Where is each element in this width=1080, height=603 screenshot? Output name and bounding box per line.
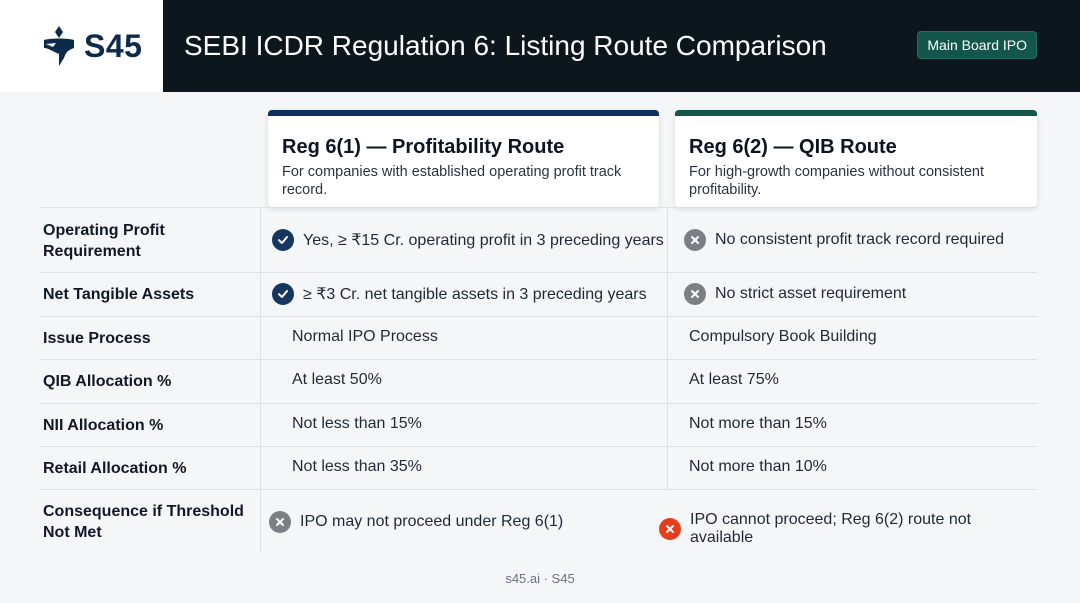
- table-row: NII Allocation % Not less than 15% Not m…: [40, 403, 1037, 446]
- reg61-cell: Normal IPO Process: [292, 328, 438, 346]
- brand: S45: [0, 0, 163, 92]
- x-icon: [684, 229, 706, 251]
- table-row: Net Tangible Assets ≥ ₹3 Cr. net tangibl…: [40, 272, 1037, 316]
- cell-text: IPO may not proceed under Reg 6(1): [300, 513, 564, 530]
- brand-name: S45: [84, 27, 143, 64]
- check-icon: [272, 283, 294, 305]
- cell-text: IPO cannot proceed; Reg 6(2) route not a…: [690, 511, 972, 546]
- x-icon: [269, 511, 291, 533]
- reg62-cell: Compulsory Book Building: [689, 328, 877, 346]
- cell-text: ≥ ₹3 Cr. net tangible assets in 3 preced…: [303, 286, 647, 303]
- route-description: For high-growth companies without consis…: [689, 164, 984, 198]
- route-title: Reg 6(1) — Profitability Route: [282, 136, 565, 158]
- cell-text: Compulsory Book Building: [689, 328, 877, 345]
- row-label: Operating Profit Requirement: [43, 222, 165, 260]
- table-row: Consequence if Threshold Not Met IPO may…: [40, 489, 1037, 553]
- cell-text: Not less than 35%: [292, 458, 422, 475]
- table-row: Issue Process Normal IPO Process Compuls…: [40, 316, 1037, 359]
- table-row: QIB Allocation % At least 50% At least 7…: [40, 359, 1037, 403]
- row-label: NII Allocation %: [43, 417, 164, 434]
- reg62-cell: At least 75%: [689, 371, 779, 389]
- reg62-cell: IPO cannot proceed; Reg 6(2) route not a…: [659, 511, 1037, 547]
- cell-text: No strict asset requirement: [715, 285, 907, 302]
- cell-text: No consistent profit track record requir…: [715, 231, 1005, 248]
- route-card-reg-6-2: Reg 6(2) — QIB Route For high-growth com…: [675, 110, 1037, 207]
- row-label: Retail Allocation %: [43, 460, 187, 477]
- footer: s45.ai · S45: [505, 571, 575, 586]
- row-label: QIB Allocation %: [43, 373, 172, 390]
- cell-text: Not more than 10%: [689, 458, 827, 475]
- column-divider: [667, 207, 668, 489]
- row-label: Net Tangible Assets: [43, 286, 195, 303]
- cell-text: Yes, ≥ ₹15 Cr. operating profit in 3 pre…: [303, 232, 664, 249]
- reg61-cell: ≥ ₹3 Cr. net tangible assets in 3 preced…: [272, 283, 647, 305]
- reg61-cell: IPO may not proceed under Reg 6(1): [269, 511, 563, 533]
- reg62-cell: Not more than 15%: [689, 415, 827, 433]
- cell-text: At least 75%: [689, 371, 779, 388]
- reg62-cell: No consistent profit track record requir…: [684, 229, 1004, 251]
- s45-logo-icon: [44, 26, 74, 66]
- cell-text: Normal IPO Process: [292, 328, 438, 345]
- x-icon-alert: [659, 518, 681, 540]
- table-row: Operating Profit Requirement Yes, ≥ ₹15 …: [40, 207, 1037, 272]
- row-label: Consequence if Threshold Not Met: [43, 503, 244, 541]
- column-divider: [260, 207, 261, 553]
- route-description: For companies with established operating…: [282, 164, 622, 198]
- x-icon: [684, 283, 706, 305]
- page-header: S45 SEBI ICDR Regulation 6: Listing Rout…: [0, 0, 1080, 92]
- main-board-badge: Main Board IPO: [917, 31, 1037, 59]
- cell-text: Not less than 15%: [292, 415, 422, 432]
- reg61-cell: Not less than 35%: [292, 458, 422, 476]
- reg62-cell: No strict asset requirement: [684, 283, 906, 305]
- title-bar: SEBI ICDR Regulation 6: Listing Route Co…: [163, 0, 1080, 92]
- route-title: Reg 6(2) — QIB Route: [689, 136, 897, 158]
- route-card-reg-6-1: Reg 6(1) — Profitability Route For compa…: [268, 110, 659, 207]
- reg61-cell: At least 50%: [292, 371, 382, 389]
- cell-text: Not more than 15%: [689, 415, 827, 432]
- table-row: Retail Allocation % Not less than 35% No…: [40, 446, 1037, 489]
- reg62-cell: Not more than 10%: [689, 458, 827, 476]
- cell-text: At least 50%: [292, 371, 382, 388]
- comparison-table: Operating Profit Requirement Yes, ≥ ₹15 …: [40, 207, 1037, 553]
- reg61-cell: Not less than 15%: [292, 415, 422, 433]
- row-label: Issue Process: [43, 330, 151, 347]
- check-icon: [272, 229, 294, 251]
- reg61-cell: Yes, ≥ ₹15 Cr. operating profit in 3 pre…: [272, 229, 664, 251]
- page-title: SEBI ICDR Regulation 6: Listing Route Co…: [184, 30, 827, 61]
